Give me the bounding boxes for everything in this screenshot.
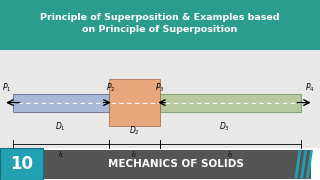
Bar	[0, 148, 320, 180]
FancyBboxPatch shape	[0, 0, 320, 50]
Bar	[160, 94, 301, 112]
Text: MECHANICS OF SOLIDS: MECHANICS OF SOLIDS	[108, 159, 244, 169]
Text: Principle of Superposition & Examples based
on Principle of Superposition: Principle of Superposition & Examples ba…	[40, 13, 280, 34]
Text: $l_3$: $l_3$	[227, 149, 234, 160]
Text: $D_2$: $D_2$	[129, 124, 140, 137]
Bar	[109, 79, 160, 126]
FancyBboxPatch shape	[42, 150, 310, 178]
Text: $l_2$: $l_2$	[131, 149, 138, 160]
Text: $P_1$: $P_1$	[2, 81, 11, 94]
Text: $P_3$: $P_3$	[155, 81, 165, 94]
Text: $l_1$: $l_1$	[58, 149, 64, 160]
Text: $P_4$: $P_4$	[305, 81, 315, 94]
Bar	[13, 94, 109, 112]
Text: $D_1$: $D_1$	[55, 121, 66, 133]
Text: $P_2$: $P_2$	[106, 81, 115, 94]
Text: $D_3$: $D_3$	[219, 121, 229, 133]
Text: 10: 10	[10, 155, 33, 173]
FancyBboxPatch shape	[0, 148, 43, 180]
